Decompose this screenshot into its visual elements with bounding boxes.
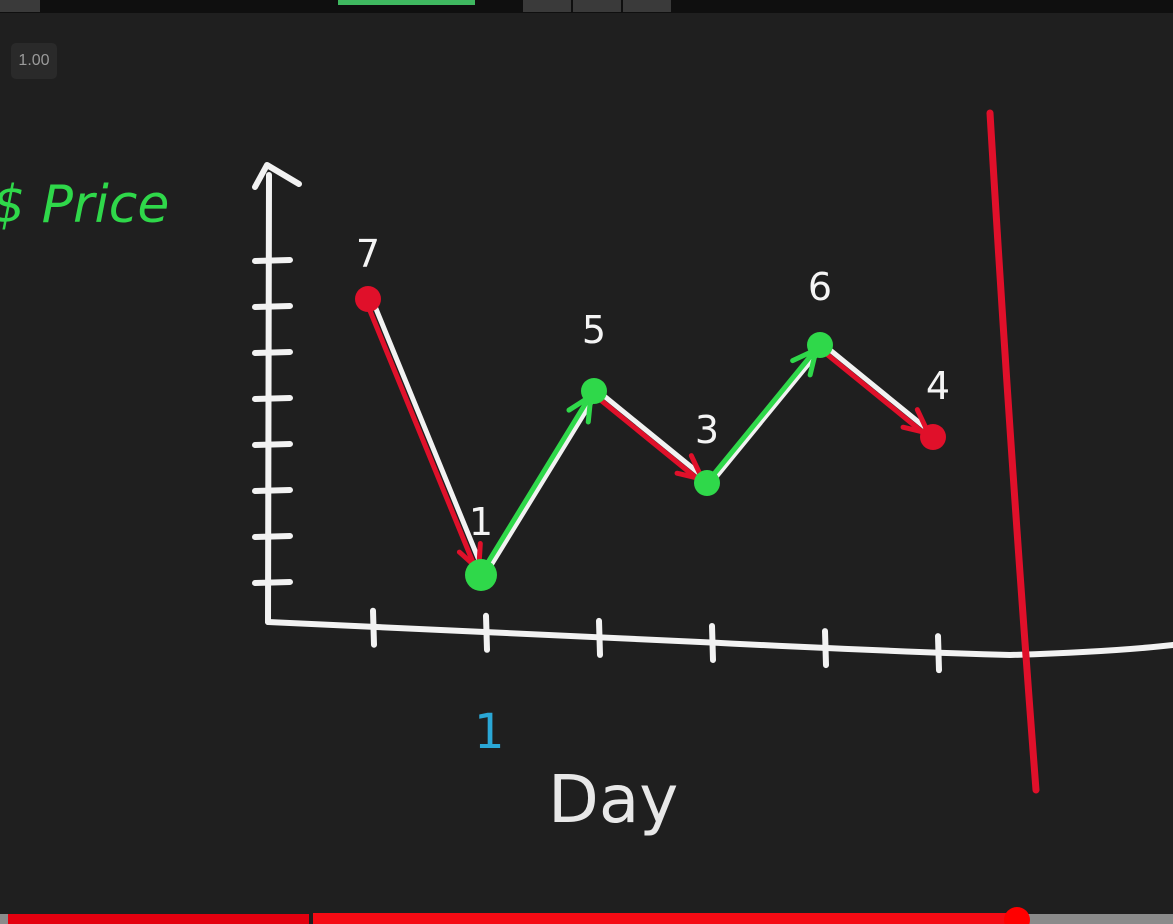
playback-speed-badge[interactable]: 1.00 [11,43,57,79]
price-drop-segment [815,342,940,442]
toolbar-active-segment[interactable] [338,0,475,5]
x-tick [822,628,829,669]
price-drop-segment [589,388,714,488]
progress-scrubber-handle[interactable] [1003,907,1030,924]
y-axis-ticks [252,257,293,586]
progress-buffered [8,914,309,924]
toolbar-segment[interactable] [523,0,571,12]
day-marker-label: 1 [474,704,505,760]
price-value-label: 1 [469,500,493,544]
price-value-label: 5 [582,308,606,352]
y-axis-arrow [252,162,302,190]
price-segments [363,296,940,580]
price-point [694,470,720,496]
price-point [465,559,497,591]
price-point [920,424,946,450]
toolbar-segment[interactable] [573,0,621,12]
price-point [355,286,381,312]
price-value-label: 7 [356,232,380,276]
y-tick [252,303,293,310]
y-tick [252,441,293,448]
price-rise-segment [476,388,601,580]
toolbar-segment[interactable] [623,0,671,12]
video-progress-bar[interactable] [0,907,1173,924]
x-axis-label: Day [548,761,678,838]
y-tick [252,533,293,540]
price-value-label: 3 [695,408,719,452]
price-value-label: 4 [926,364,950,408]
price-rise-segment [702,342,827,488]
red-divider-line [986,109,1040,794]
top-toolbar [0,0,1173,13]
x-axis-line [265,619,1173,659]
y-tick [252,257,293,264]
x-axis-ticks [370,607,942,674]
x-tick [935,633,942,674]
progress-played [313,913,1017,924]
y-axis-label: $ Price [0,175,169,235]
price-point [807,332,833,358]
x-tick [596,617,603,658]
x-tick [370,607,377,648]
price-value-label: 6 [808,265,832,309]
price-labels: 7 1 5 3 6 4 [356,232,950,544]
y-tick [252,395,293,402]
price-point [581,378,607,404]
price-drop-segment [363,296,488,580]
chapter-gap [309,913,313,924]
x-tick [709,622,716,663]
y-tick [252,349,293,356]
y-tick [252,579,293,586]
y-tick [252,487,293,494]
price-points [355,286,946,591]
toolbar-segment[interactable] [0,0,40,12]
x-tick [483,612,490,653]
